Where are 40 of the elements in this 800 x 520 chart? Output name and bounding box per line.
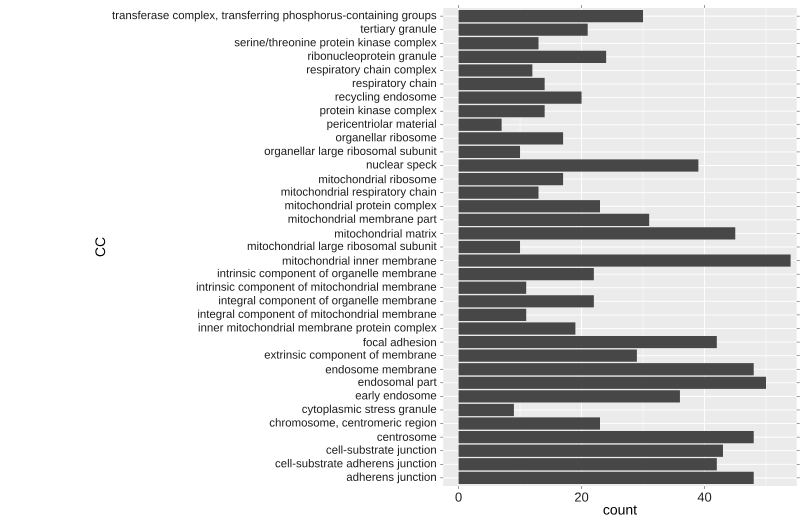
y-tick-label: mitochondrial protein complex (285, 200, 437, 212)
y-tick-label: extrinsic component of membrane (264, 350, 436, 362)
y-tick-label: integral component of organelle membrane (219, 296, 436, 307)
y-tick-label: cell-substrate adherens junction (275, 459, 436, 470)
y-tick-label: cell-substrate junction (326, 445, 436, 456)
y-tick-label: serine/threonine protein kinase complex (234, 38, 437, 49)
x-tick-label: 0 (455, 492, 462, 502)
y-tick-label: cytoplasmic stress granule (302, 404, 436, 416)
y-tick-label: mitochondrial inner membrane (282, 256, 436, 265)
y-tick-label: recycling endosome (336, 92, 436, 104)
y-tick-label: organellar large ribosomal subunit (264, 146, 437, 158)
y-tick-label: mitochondrial membrane part (288, 214, 437, 226)
y-tick-label: integral component of mitochondrial membrane (198, 310, 436, 320)
x-axis-title: count (604, 506, 637, 515)
x-tick-label: 20 (575, 492, 588, 502)
y-tick-label: respiratory chain complex (306, 65, 437, 76)
y-tick-label: intrinsic component of mitochondrial membrane (196, 282, 436, 294)
y-tick-label: mitochondrial respiratory chain (282, 187, 436, 198)
y-tick-label: pericentriolar material (327, 119, 436, 130)
y-tick-label: early endosome (356, 391, 436, 402)
y-tick-label: transferase complex, transferring phosphorus-containing groups (112, 10, 436, 22)
x-tick-label: 40 (698, 492, 712, 502)
y-tick-label: mitochondrial large ribosomal subunit (248, 242, 437, 252)
y-axis-title: CC (95, 238, 106, 256)
y-tick-label: centrosome (377, 433, 436, 441)
y-tick-label: organellar ribosome (336, 133, 436, 144)
y-tick-label: endosomal part (358, 378, 437, 388)
y-tick-label: focal adhesion (362, 338, 436, 346)
y-tick-label: mitochondrial matrix (334, 229, 437, 238)
y-tick-label: adherens junction (346, 472, 436, 484)
y-tick-label: nuclear speck (366, 160, 437, 171)
y-tick-label: ribonucleoprotein granule (308, 52, 436, 62)
y-tick-label: intrinsic component of organelle membrane (218, 268, 436, 280)
y-tick-label: chromosome, centromeric region (270, 418, 436, 429)
y-tick-label: tertiary granule (360, 24, 436, 36)
y-tick-label: endosome membrane (326, 365, 436, 374)
y-tick-label: mitochondrial ribosome (319, 174, 436, 184)
y-tick-label: inner mitochondrial membrane protein complex (198, 323, 437, 334)
y-tick-label: respiratory chain (352, 78, 436, 90)
y-tick-label: protein kinase complex (320, 106, 437, 117)
